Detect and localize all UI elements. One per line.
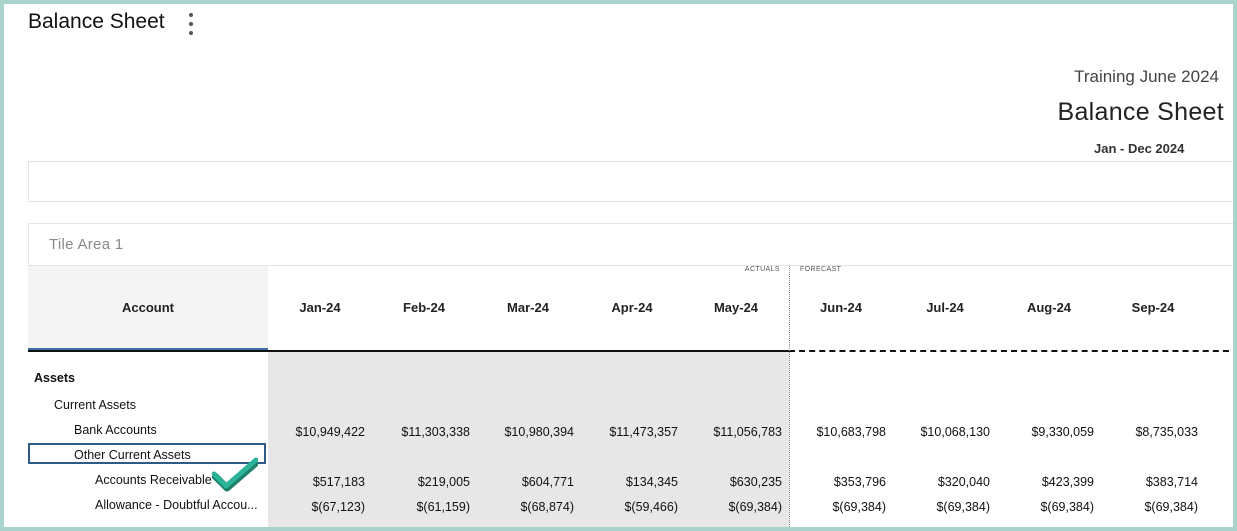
column-header-aug-24[interactable]: Aug-24 [1026,300,1072,315]
table-cell[interactable]: $(69,384) [936,500,990,514]
table-cell[interactable]: $(68,874) [520,500,574,514]
table-cell[interactable]: $(61,159) [416,500,470,514]
table-cell[interactable]: $9,330,059 [1031,425,1094,439]
page-title: Balance Sheet [28,10,165,33]
actuals-forecast-divider [789,266,790,527]
row-label[interactable]: Allowance - Doubtful Accou... [95,498,258,512]
header-rule-forecast [789,350,1233,352]
tile-area-label: Tile Area 1 [49,236,124,253]
column-header-sep-24[interactable]: Sep-24 [1131,300,1175,315]
table-cell[interactable]: $320,040 [937,475,990,489]
table-cell[interactable]: $(69,384) [1144,500,1198,514]
column-header-jan-24[interactable]: Jan-24 [299,300,341,315]
row-label[interactable]: Accounts Receivable [95,473,212,487]
row-label[interactable]: Other Current Assets [74,448,191,462]
column-header-mar-24[interactable]: Mar-24 [507,300,549,315]
app-frame: Balance Sheet Training June 2024 Balance… [4,4,1233,527]
table-cell[interactable]: $11,056,783 [713,425,782,439]
account-header-underline [28,348,268,351]
selected-row-outline [28,443,266,464]
table-cell[interactable]: $383,714 [1145,475,1198,489]
kebab-menu-icon[interactable] [187,13,195,35]
table-cell[interactable]: $11,473,357 [609,425,678,439]
header-rule-actuals [28,350,789,352]
table-cell[interactable]: $(69,384) [1040,500,1094,514]
table-cell[interactable]: $(59,466) [624,500,678,514]
empty-tile-band [28,161,1233,202]
table-cell[interactable]: $(67,123) [311,500,365,514]
report-date-range: Jan - Dec 2024 [1094,141,1185,156]
column-header-apr-24[interactable]: Apr-24 [611,300,653,315]
table-cell[interactable]: $134,345 [625,475,678,489]
table-cell[interactable]: $630,235 [729,475,782,489]
forecast-tag: FORECAST [800,266,842,273]
report-title: Balance Sheet [1057,98,1224,126]
table-cell[interactable]: $(69,384) [832,500,886,514]
table-cell[interactable]: $10,683,798 [816,425,886,439]
column-header-jul-24[interactable]: Jul-24 [926,300,964,315]
table-cell[interactable]: $(69,384) [728,500,782,514]
tile-area[interactable]: Tile Area 1 [28,223,1233,266]
column-header-may-24[interactable]: May-24 [713,300,759,315]
actuals-tag: ACTUALS [744,266,780,273]
column-header-jun-24[interactable]: Jun-24 [820,300,862,315]
report-subtitle: Training June 2024 [1074,67,1219,86]
row-label[interactable]: Bank Accounts [74,423,157,437]
table-cell[interactable]: $423,399 [1041,475,1094,489]
table-cell[interactable]: $10,949,422 [295,425,365,439]
table-cell[interactable]: $604,771 [521,475,574,489]
table-cell[interactable]: $219,005 [417,475,470,489]
table-cell[interactable]: $11,303,338 [401,425,470,439]
table-cell[interactable]: $10,980,394 [504,425,574,439]
table-cell[interactable]: $10,068,130 [920,425,990,439]
account-column-header[interactable]: Account [122,300,174,315]
check-icon [212,457,258,492]
account-header-cell[interactable] [28,266,268,348]
table-cell[interactable]: $517,183 [312,475,365,489]
table-cell[interactable]: $353,796 [833,475,886,489]
actuals-shaded-region [268,351,789,527]
table-cell[interactable]: $8,735,033 [1135,425,1198,439]
column-header-feb-24[interactable]: Feb-24 [403,300,445,315]
row-label[interactable]: Current Assets [54,398,136,412]
row-label[interactable]: Assets [34,371,75,385]
